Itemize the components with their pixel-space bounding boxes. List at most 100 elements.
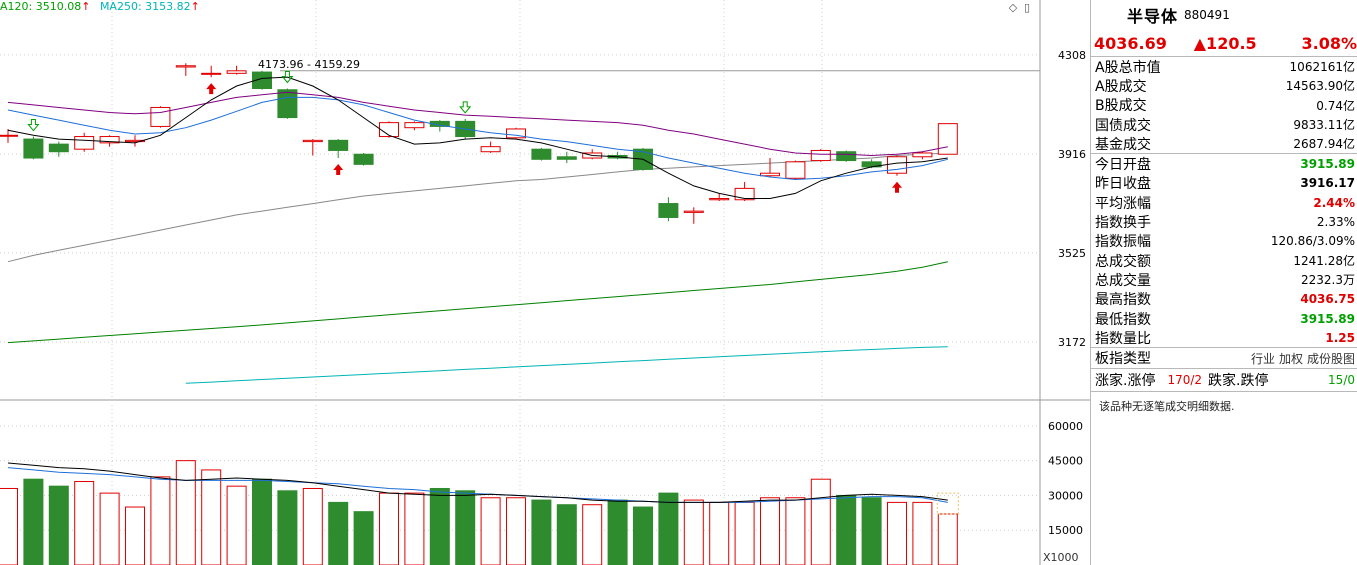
candle-body <box>937 123 958 155</box>
volume-bar <box>48 485 69 565</box>
stat-row: 指数振幅 120.86/3.09% <box>1091 232 1357 251</box>
stat-row: 最高指数 4036.75 <box>1091 290 1357 309</box>
last-price: 4036.69 <box>1094 33 1167 53</box>
limit-row: 涨家.涨停 170/2 跌家.跌停 15/0 <box>1091 368 1357 393</box>
stat-label: A股成交 <box>1095 78 1147 95</box>
volume-bar <box>607 499 628 565</box>
candle-body <box>887 156 907 174</box>
sell-signal-icon <box>281 71 294 84</box>
volume-bar <box>23 478 44 565</box>
volume-bar <box>480 497 501 565</box>
candle-body <box>404 122 425 129</box>
volume-bar <box>683 499 704 565</box>
change-value: ▲120.5 <box>1193 33 1257 53</box>
window-icon[interactable]: ▯ <box>1023 1 1031 14</box>
stat-value: 2.33% <box>1316 215 1355 230</box>
stat-value: 2232.3万 <box>1301 273 1355 288</box>
stat-value: 3915.89 <box>1300 157 1355 172</box>
stat-row: 今日开盘 3915.89 <box>1091 153 1357 173</box>
stat-label: 最高指数 <box>1095 292 1151 309</box>
tick-note: 该品种无逐笔成交明细数据. <box>1099 400 1235 414</box>
stat-label: B股成交 <box>1095 98 1147 115</box>
stats-list: A股总市值 1062161亿 A股成交 14563.90亿 B股成交 0.74亿国债成交 9… <box>1091 57 1357 347</box>
candle-body <box>74 136 95 150</box>
candle-body <box>328 139 349 151</box>
volume-bar <box>810 478 831 565</box>
volume-bar <box>887 501 907 565</box>
stat-label: A股总市值 <box>1095 59 1161 76</box>
candle-body <box>785 161 806 179</box>
volume-bar <box>302 487 323 565</box>
down-count-label: 跌家.跌停 <box>1208 373 1269 390</box>
stat-label: 指数量比 <box>1095 330 1151 347</box>
volume-bar <box>226 485 247 565</box>
volume-bar <box>277 490 298 565</box>
buy-signal-icon <box>892 181 902 193</box>
diamond-icon[interactable]: ◇ <box>1008 1 1018 14</box>
latest-volume-marker <box>936 492 959 515</box>
index-type-option[interactable]: 行业 <box>1250 351 1275 366</box>
volume-bar <box>734 501 755 565</box>
volume-bar <box>506 497 526 565</box>
kline-chart[interactable]: 4308 3916 3525 3172 60000 45000 30000 15000 X100… <box>0 0 1090 565</box>
volume-bar <box>861 497 882 565</box>
candle-body <box>0 134 18 137</box>
index-type-label: 板指类型 <box>1095 351 1151 368</box>
candle-body <box>353 153 374 165</box>
price-tick-label: 3916 <box>1058 148 1086 161</box>
ma60-line <box>7 152 948 263</box>
stat-label: 指数换手 <box>1095 215 1151 232</box>
stat-value: 2.44% <box>1313 195 1355 210</box>
candle-body <box>150 106 171 127</box>
volume-bar <box>633 506 653 565</box>
candle-body <box>683 210 704 213</box>
sell-signal-icon <box>27 119 40 132</box>
volume-tick-label: 45000 <box>1048 455 1083 468</box>
candle-body <box>201 72 222 75</box>
stat-row: 基金成交 2687.94亿 <box>1091 134 1357 153</box>
ma120-legend: A120: 3510.08 <box>0 0 82 13</box>
volume-bar <box>328 501 349 565</box>
stat-label: 基金成交 <box>1095 136 1151 153</box>
chart-tools: ◇ ▯ <box>1006 1 1034 14</box>
stat-value: 3915.89 <box>1300 311 1355 326</box>
candle-body <box>506 128 526 139</box>
volume-bar <box>404 492 425 565</box>
stat-row: 最低指数 3915.89 <box>1091 309 1357 328</box>
panel-header: 半导体 880491 <box>1091 0 1357 30</box>
volume-bar <box>201 469 222 565</box>
stat-label: 最低指数 <box>1095 311 1151 328</box>
volume-unit-label: X1000 <box>1043 551 1079 564</box>
stat-row: A股成交 14563.90亿 <box>1091 76 1357 95</box>
index-code: 880491 <box>1184 8 1230 22</box>
stat-value: 9833.11亿 <box>1293 118 1355 133</box>
stat-row: 总成交量 2232.3万 <box>1091 270 1357 289</box>
candle-body <box>836 151 857 162</box>
candle-body <box>48 143 69 153</box>
kline-chart-area[interactable]: 4308 3916 3525 3172 60000 45000 30000 15000 X100… <box>0 0 1090 565</box>
stat-row: A股总市值 1062161亿 <box>1091 57 1357 76</box>
stat-value: 3916.17 <box>1300 176 1355 191</box>
index-type-option[interactable]: 成份股图 <box>1306 351 1355 366</box>
volume-bar <box>379 492 399 565</box>
stat-label: 今日开盘 <box>1095 157 1151 174</box>
volume-bar <box>353 511 374 565</box>
stat-value: 2687.94亿 <box>1293 137 1355 152</box>
volume-bar <box>709 501 730 565</box>
ma250-arrow: ↑ <box>190 0 200 13</box>
volume-ma5-line <box>7 462 948 503</box>
stat-label: 总成交量 <box>1095 272 1151 289</box>
index-type-option[interactable]: 加权 <box>1278 351 1303 366</box>
ma120-arrow: ↑ <box>81 0 91 13</box>
volume-bar <box>556 504 577 565</box>
ma250-line <box>185 346 948 384</box>
change-percent: 3.08% <box>1301 33 1357 53</box>
volume-bar <box>99 492 120 565</box>
stat-row: 总成交额 1241.28亿 <box>1091 251 1357 270</box>
stat-row: 国债成交 9833.11亿 <box>1091 115 1357 134</box>
stat-row: B股成交 0.74亿 <box>1091 96 1357 115</box>
stat-label: 国债成交 <box>1095 117 1151 134</box>
stat-value: 14563.90亿 <box>1285 79 1355 94</box>
volume-bar <box>429 487 450 565</box>
sell-signal-icon <box>459 101 472 114</box>
